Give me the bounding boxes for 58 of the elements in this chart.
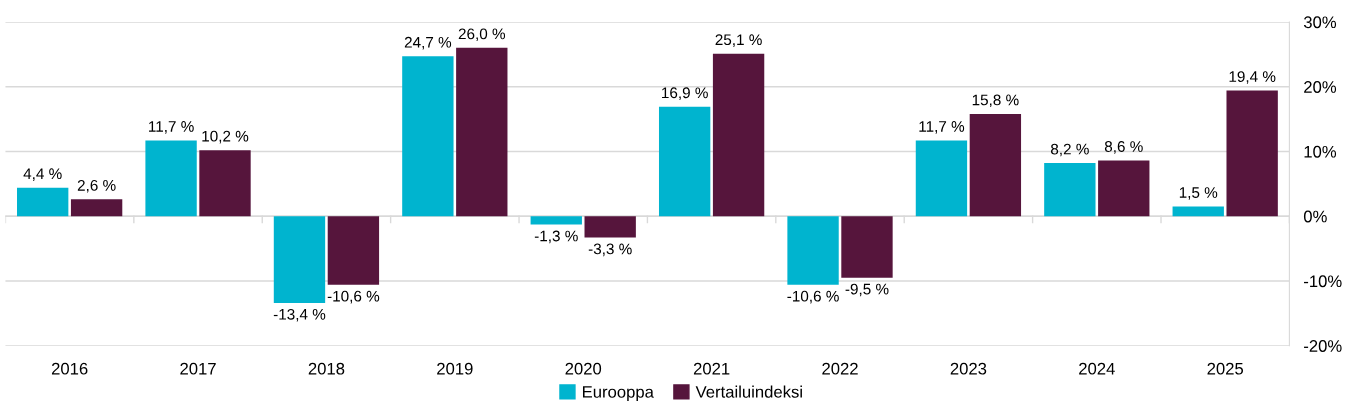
x-tick-label: 2021 xyxy=(693,362,730,375)
data-label: 8,2 % xyxy=(1050,143,1089,157)
data-label: -1,3 % xyxy=(534,230,578,244)
data-label: 15,8 % xyxy=(972,94,1019,108)
x-tick-label: 2017 xyxy=(180,362,216,375)
x-tick-label: 2025 xyxy=(1207,362,1244,375)
bar xyxy=(273,216,326,303)
bar xyxy=(1044,163,1096,217)
bar xyxy=(327,216,380,285)
bar xyxy=(17,187,69,217)
y-tick-label: 0% xyxy=(1303,210,1327,223)
x-tick-label: 2019 xyxy=(437,362,473,375)
bar xyxy=(841,216,893,278)
x-tick-label: 2016 xyxy=(51,362,88,375)
data-label: -13,4 % xyxy=(273,308,326,322)
data-label: 19,4 % xyxy=(1229,71,1276,84)
bar xyxy=(915,140,968,217)
bar xyxy=(145,140,197,217)
data-label: 1,5 % xyxy=(1179,187,1218,200)
bar xyxy=(787,216,839,285)
data-label: 11,7 % xyxy=(149,121,194,134)
y-tick-label: 30% xyxy=(1303,16,1337,29)
data-label: 11,7 % xyxy=(919,121,965,134)
data-label: -9,5 % xyxy=(845,283,889,297)
legend-label: Eurooppa xyxy=(582,386,654,402)
x-tick-label: 2018 xyxy=(308,362,345,375)
x-tick-label: 2023 xyxy=(950,362,987,375)
data-label: 24,7 % xyxy=(404,36,452,50)
bar xyxy=(1226,90,1278,217)
bar xyxy=(584,216,636,238)
data-label: 10,2 % xyxy=(202,130,249,144)
bar xyxy=(658,106,711,217)
bar xyxy=(1172,206,1224,217)
bar xyxy=(456,47,508,217)
data-label: -3,3 % xyxy=(588,243,632,257)
y-tick-label: 10% xyxy=(1304,145,1337,158)
bar xyxy=(530,216,582,225)
data-label: -10,6 % xyxy=(327,290,380,304)
bar xyxy=(1098,160,1150,217)
data-label: 8,6 % xyxy=(1104,141,1143,154)
bar xyxy=(70,199,123,217)
bar xyxy=(402,56,454,217)
data-label: 4,4 % xyxy=(23,168,62,181)
y-tick-label: -10% xyxy=(1304,275,1342,288)
data-label: 25,1 % xyxy=(715,34,762,47)
legend-label: Vertailuindeksi xyxy=(695,385,802,398)
data-label: -10,6 % xyxy=(787,290,839,304)
y-tick-label: -20% xyxy=(1304,340,1342,352)
x-tick-label: 2022 xyxy=(822,362,858,375)
bar xyxy=(199,150,251,217)
x-tick-label: 2024 xyxy=(1079,362,1115,375)
y-tick-label: 20% xyxy=(1304,81,1337,93)
bar xyxy=(969,113,1022,217)
data-label: 26,0 % xyxy=(458,28,506,42)
data-label: 2,6 % xyxy=(77,179,116,193)
data-label: 16,9 % xyxy=(662,87,708,100)
x-tick-label: 2020 xyxy=(565,362,602,375)
bar xyxy=(712,53,765,217)
